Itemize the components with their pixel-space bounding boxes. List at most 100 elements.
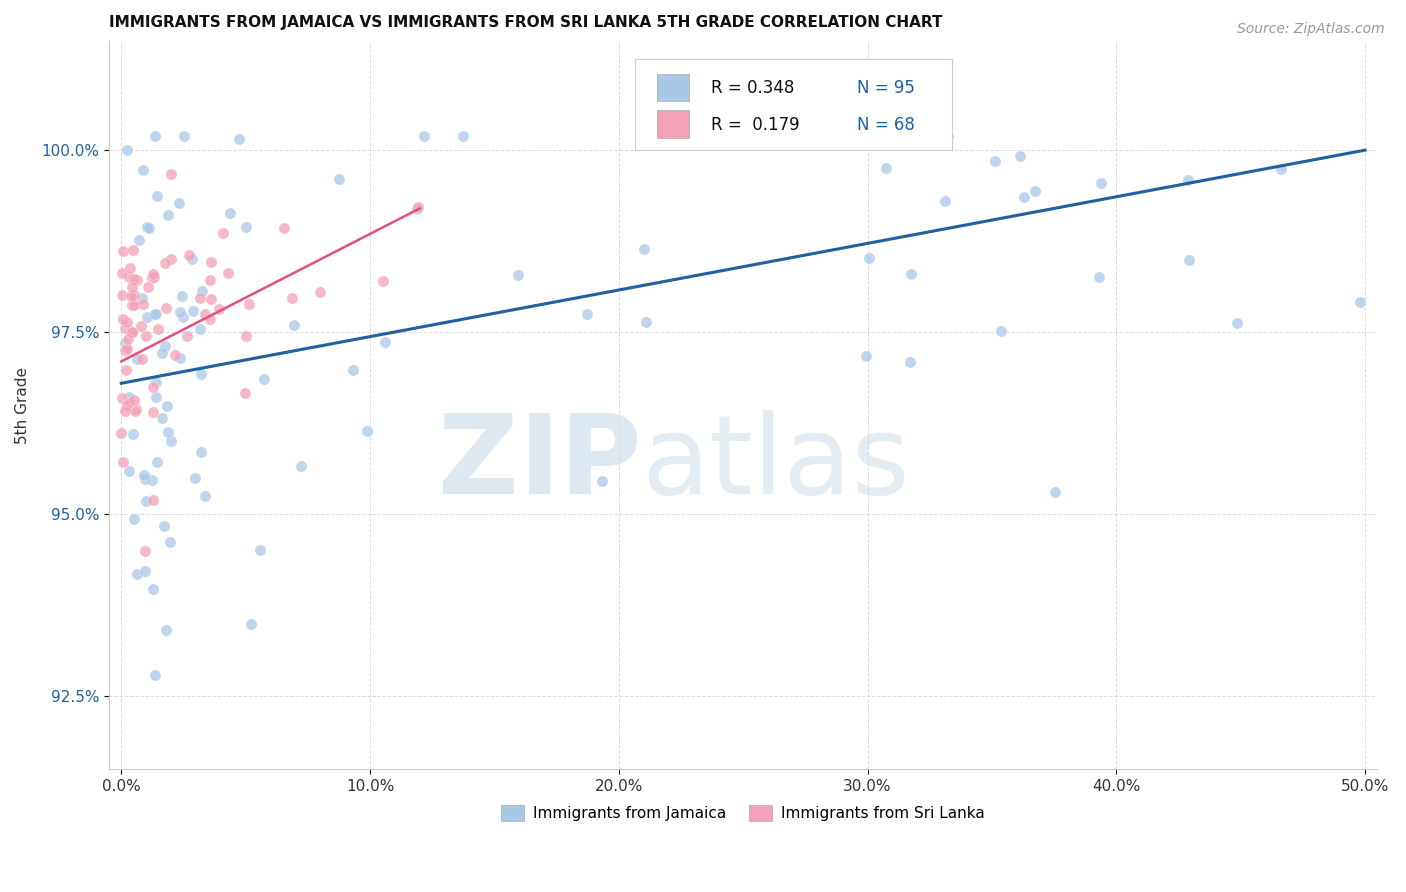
Text: N = 68: N = 68 [858,116,915,134]
Point [176,328,198,343]
Point [131,291,153,305]
Point [145,455,167,469]
Point [114,343,136,358]
Point [118,260,141,275]
Point [143,307,166,321]
Point [157,208,180,222]
Point [172,289,194,303]
Point [155,301,177,315]
Point [169,305,191,319]
Point [160,167,183,181]
Point [451,128,474,143]
Point [890,128,912,143]
Point [190,367,212,381]
Point [131,351,153,366]
Point [145,390,167,404]
Point [412,128,434,143]
Point [328,171,350,186]
Point [194,307,217,321]
Point [900,267,922,281]
Point [124,393,146,408]
Point [118,270,141,285]
Point [132,296,155,310]
Point [239,617,262,632]
Point [156,399,179,413]
Point [115,363,138,377]
Point [129,318,152,333]
Point [135,329,157,343]
Point [128,233,150,247]
Point [145,375,167,389]
Point [984,153,1007,168]
Point [136,310,159,325]
Point [855,349,877,363]
Point [134,564,156,578]
Point [1024,184,1046,198]
Point [1088,269,1111,284]
Point [114,320,136,334]
Point [141,271,163,285]
Point [281,291,304,305]
Text: N = 95: N = 95 [858,78,915,96]
Point [169,351,191,365]
Point [1090,176,1112,190]
Point [141,473,163,487]
Point [308,285,330,299]
Point [127,566,149,581]
Point [142,404,165,418]
Point [634,315,657,329]
Point [1226,316,1249,330]
Point [150,345,173,359]
Point [167,196,190,211]
Point [990,324,1012,338]
Point [198,272,221,286]
Point [141,492,163,507]
Point [146,189,169,203]
Point [233,386,256,401]
FancyBboxPatch shape [657,74,689,102]
Point [111,288,134,302]
Point [200,255,222,269]
Point [406,202,429,216]
Point [858,251,880,265]
Point [132,163,155,178]
Point [253,372,276,386]
Point [122,512,145,526]
Point [152,518,174,533]
Text: atlas: atlas [641,409,910,516]
Point [122,297,145,311]
Point [118,396,141,410]
Point [117,143,139,157]
Text: ZIP: ZIP [439,409,641,516]
Point [153,256,176,270]
Point [115,398,138,412]
Point [191,284,214,298]
Point [134,543,156,558]
Point [157,425,180,439]
Point [134,472,156,486]
Legend: Immigrants from Jamaica, Immigrants from Sri Lanka: Immigrants from Jamaica, Immigrants from… [495,799,991,827]
Point [138,221,160,235]
Point [1348,295,1371,310]
Point [173,128,195,143]
Point [115,315,138,329]
Point [150,411,173,425]
Point [125,272,148,286]
Point [898,355,921,369]
FancyBboxPatch shape [657,110,689,137]
Text: R =  0.179: R = 0.179 [711,116,800,134]
Point [122,272,145,286]
Point [142,582,165,596]
Point [188,321,211,335]
Point [143,270,166,285]
Point [142,379,165,393]
Point [181,304,204,318]
Point [235,329,257,343]
Point [121,297,143,311]
Point [135,494,157,508]
Point [163,348,186,362]
Point [592,475,614,489]
Point [681,128,703,143]
Point [198,312,221,326]
Point [117,332,139,346]
